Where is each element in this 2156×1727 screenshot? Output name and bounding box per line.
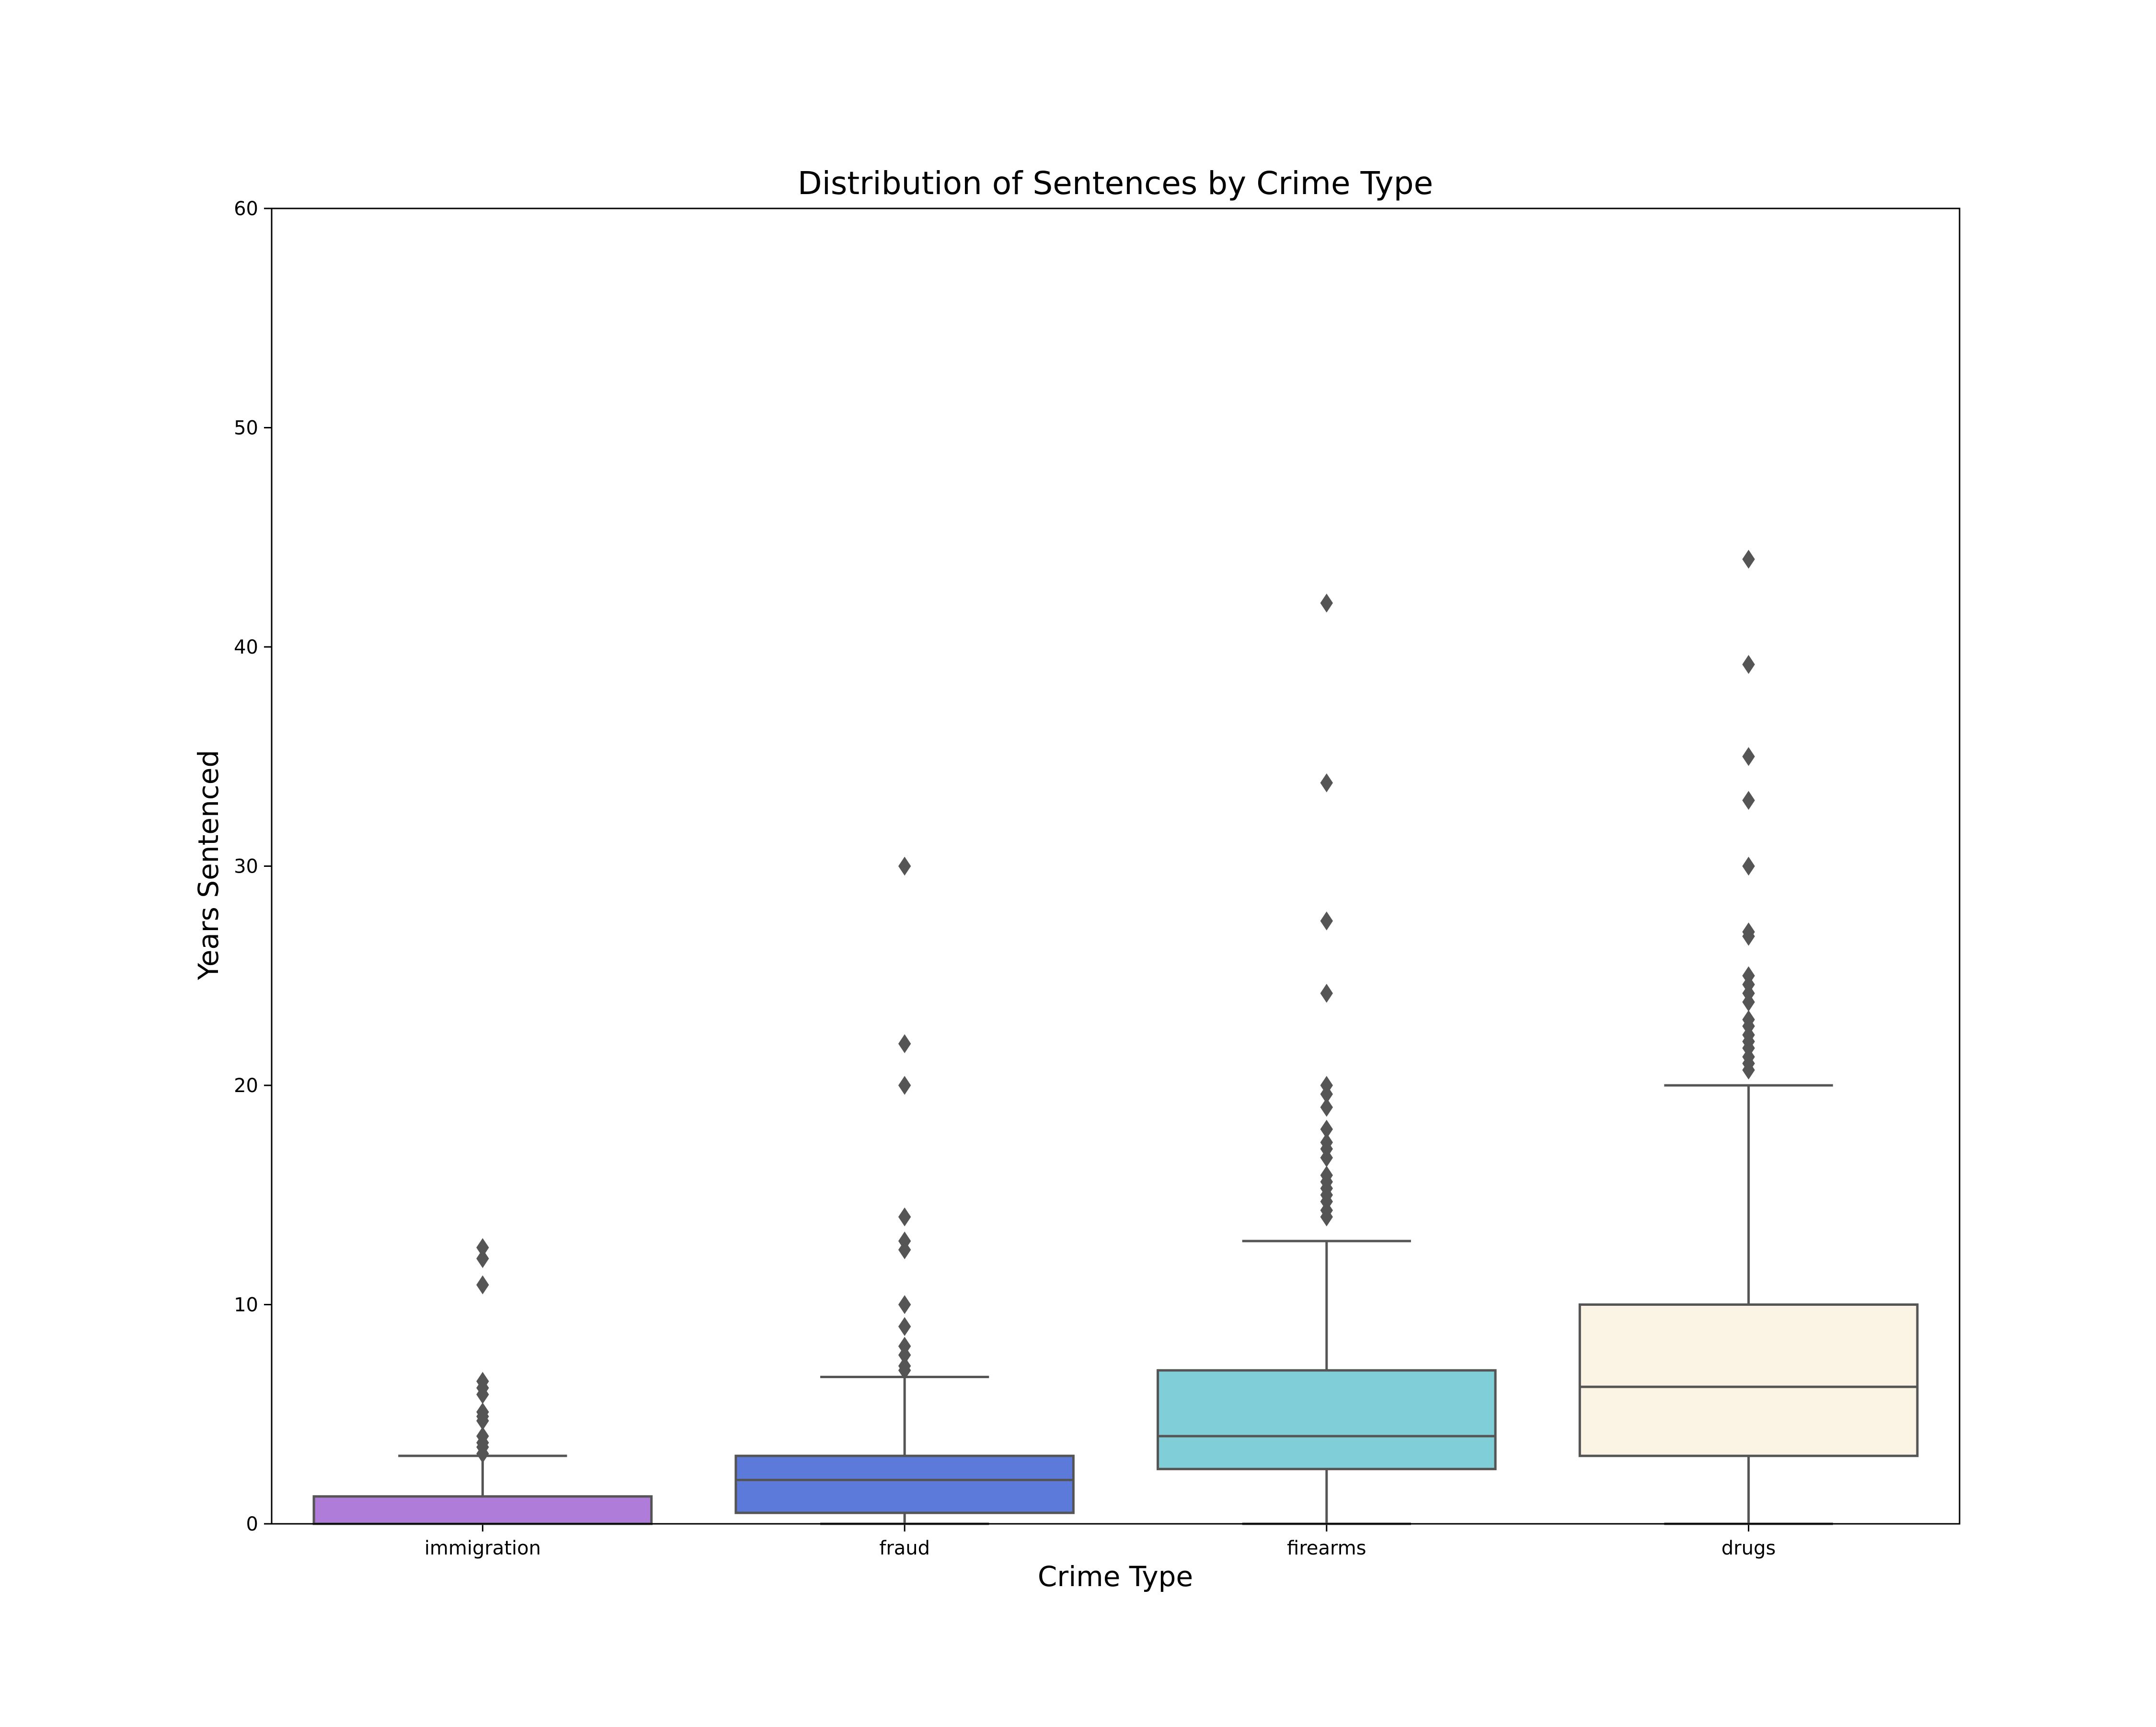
- outlier-drugs: [1742, 922, 1755, 942]
- y-tick-label: 30: [234, 856, 258, 878]
- outlier-fraud: [898, 1356, 911, 1376]
- plot-frame: [271, 207, 1961, 1525]
- x-tick-label-drugs: drugs: [1721, 1537, 1776, 1559]
- outlier-firearms: [1320, 1165, 1333, 1185]
- y-tick-label: 10: [234, 1294, 258, 1316]
- y-tick-label: 0: [246, 1513, 258, 1535]
- outlier-firearms: [1320, 1119, 1333, 1139]
- outlier-fraud: [898, 1295, 911, 1314]
- outlier-firearms: [1320, 593, 1333, 613]
- outlier-firearms: [1320, 1076, 1333, 1095]
- x-tick-label-fraud: fraud: [879, 1537, 930, 1559]
- outlier-fraud: [898, 1317, 911, 1336]
- outlier-drugs: [1742, 966, 1755, 986]
- y-tick-label: 40: [234, 636, 258, 658]
- box-firearms: [1157, 1369, 1497, 1471]
- outlier-drugs: [1742, 856, 1755, 876]
- outlier-firearms: [1320, 1097, 1333, 1117]
- x-axis-label: Crime Type: [1038, 1560, 1193, 1593]
- x-tick-label-firearms: firearms: [1287, 1537, 1366, 1559]
- box-fraud: [734, 1454, 1075, 1514]
- outlier-fraud: [898, 1207, 911, 1227]
- outlier-drugs: [1742, 1010, 1755, 1029]
- box-drugs: [1578, 1303, 1919, 1457]
- outlier-drugs: [1742, 747, 1755, 766]
- outlier-firearms: [1320, 773, 1333, 793]
- outlier-fraud: [898, 1034, 911, 1053]
- outlier-drugs: [1742, 655, 1755, 674]
- y-axis-label: Years Sentenced: [192, 750, 225, 980]
- outlier-firearms: [1320, 1133, 1333, 1152]
- outlier-fraud: [898, 1232, 911, 1251]
- plot-area: 0 10 20 30 40 50 60 immigration fraud firearms dru…: [234, 198, 1919, 1559]
- outlier-firearms: [1320, 911, 1333, 931]
- chart-title: Distribution of Sentences by Crime Type: [798, 165, 1433, 202]
- outlier-immigration: [476, 1249, 489, 1268]
- y-tick-label: 60: [234, 198, 258, 220]
- outlier-fraud: [898, 1336, 911, 1356]
- outlier-immigration: [476, 1275, 489, 1295]
- outlier-drugs: [1742, 791, 1755, 810]
- outlier-drugs: [1742, 550, 1755, 569]
- y-tick-label: 20: [234, 1075, 258, 1097]
- outlier-fraud: [898, 1076, 911, 1095]
- outlier-firearms: [1320, 984, 1333, 1003]
- outlier-immigration: [476, 1427, 489, 1446]
- x-tick-label-immigration: immigration: [424, 1537, 541, 1559]
- outlier-fraud: [898, 856, 911, 876]
- box-immigration: [312, 1495, 653, 1525]
- y-tick-label: 50: [234, 417, 258, 439]
- outlier-immigration: [476, 1402, 489, 1422]
- outlier-immigration: [476, 1238, 489, 1257]
- outlier-immigration: [476, 1371, 489, 1391]
